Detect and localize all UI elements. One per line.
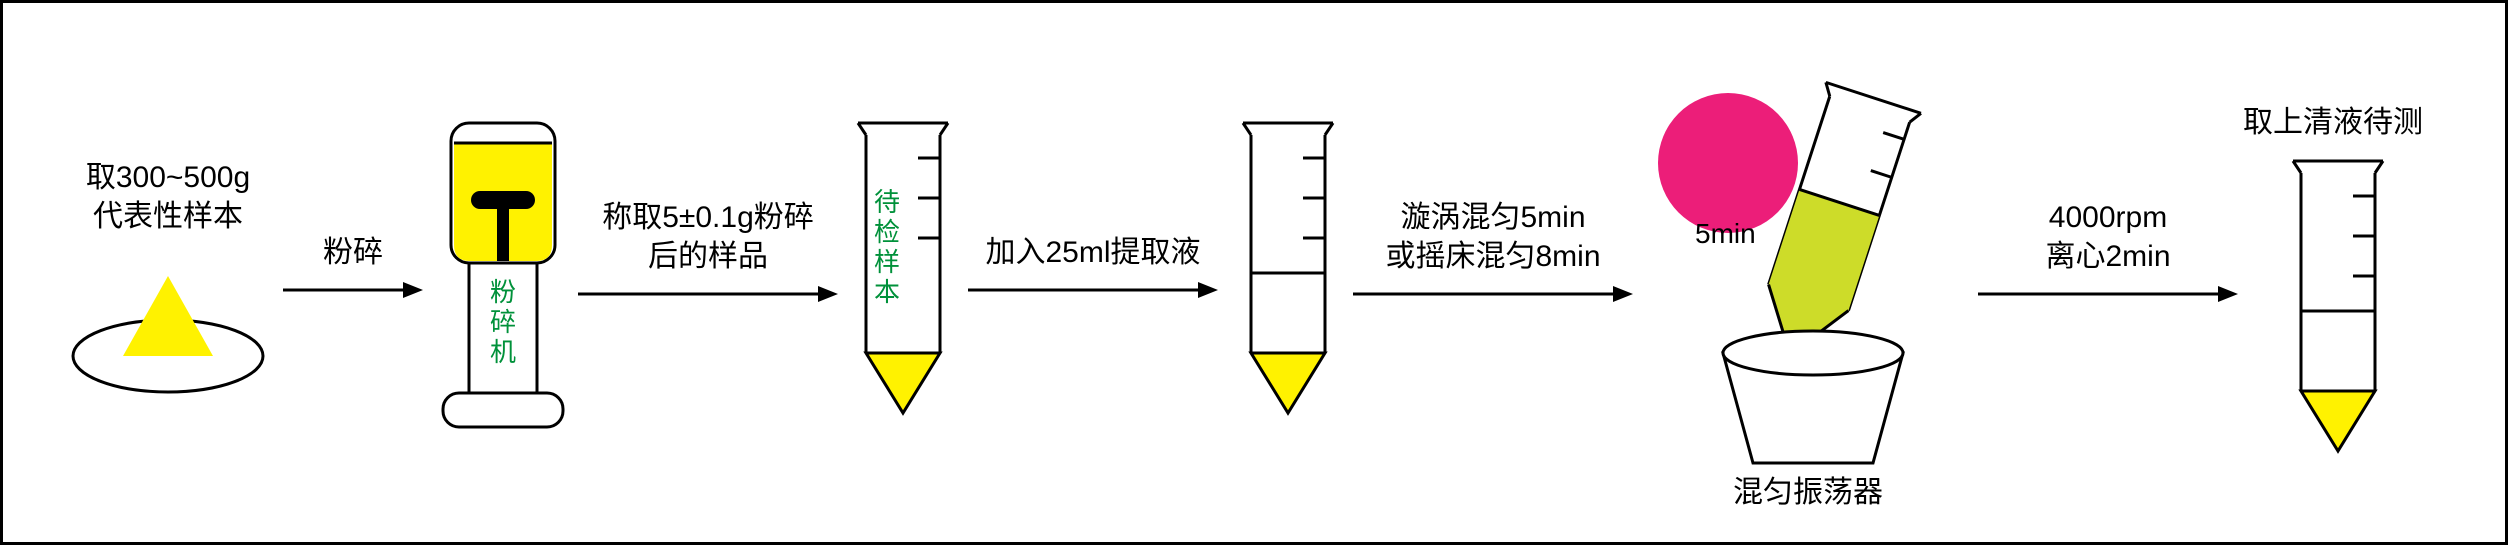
step-tube1: 待检样本 (848, 113, 958, 423)
tube-icon (1233, 113, 1343, 423)
arrow-4: 漩涡混匀5min或摇床混匀8min (1353, 198, 1633, 304)
timer-label: 5min (1695, 218, 1756, 250)
arrow-icon (1353, 284, 1633, 304)
arrow-icon (578, 284, 838, 304)
arrow-1: 粉碎 (283, 233, 423, 300)
arrow2-label: 称取5±0.1g粉碎后的样品 (602, 198, 814, 276)
arrow3-label: 加入25ml提取液 (985, 233, 1200, 272)
arrow5-label: 4000rpm离心2min (2045, 198, 2170, 276)
arrow4-label: 漩涡混匀5min或摇床混匀8min (1385, 198, 1600, 276)
arrow-icon (1978, 284, 2238, 304)
vortex-base-label: 混匀振荡器 (1643, 473, 1973, 512)
arrow-2: 称取5±0.1g粉碎后的样品 (578, 198, 838, 304)
step-sample: 取300~500g代表性样本 (43, 158, 293, 396)
grinder-icon (433, 113, 573, 433)
vortex-icon (1643, 73, 1973, 483)
arrow-icon (283, 280, 423, 300)
step-grinder: 粉碎机 (433, 113, 573, 433)
tube1-inner-label: 待检样本 (874, 188, 900, 308)
diagram-frame: 取300~500g代表性样本 粉碎 粉碎机 (0, 0, 2508, 545)
arrow-icon (968, 280, 1218, 300)
tube-icon (2283, 151, 2393, 461)
step-tube3 (2283, 151, 2393, 461)
grinder-label: 粉碎机 (433, 278, 573, 368)
step-tube2 (1233, 113, 1343, 423)
arrow-5: 4000rpm离心2min (1978, 198, 2238, 304)
step1-label: 取300~500g代表性样本 (86, 158, 250, 236)
arrow1-label: 粉碎 (323, 233, 383, 272)
tube-icon (848, 113, 958, 423)
step6-top-label: 取上清液待测 (2203, 103, 2463, 142)
step-vortex: 5min 混匀振荡器 (1643, 73, 1973, 483)
arrow-3: 加入25ml提取液 (968, 233, 1218, 300)
sample-icon (63, 246, 273, 396)
